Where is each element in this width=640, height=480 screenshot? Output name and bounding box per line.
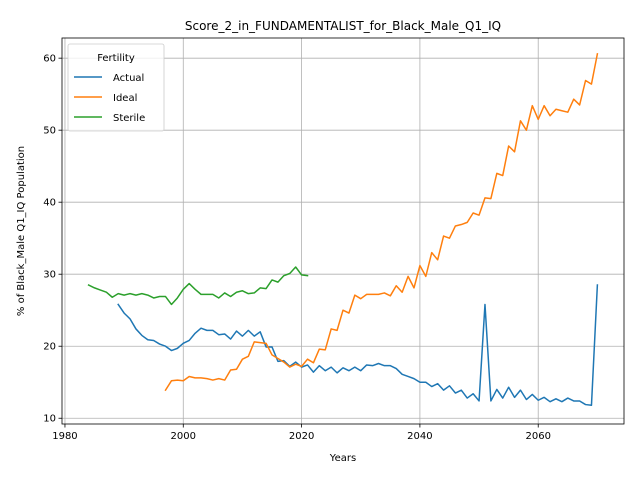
series-line-actual <box>117 284 599 407</box>
legend-label-ideal: Ideal <box>113 93 137 104</box>
y-axis-label: % of Black_Male Q1_IQ Population <box>16 146 27 316</box>
gridlines <box>62 38 624 424</box>
y-tick-label: 50 <box>43 126 56 137</box>
series-line-ideal <box>164 52 599 392</box>
x-tick-label: 2000 <box>171 431 196 442</box>
y-tick-label: 30 <box>43 270 56 281</box>
x-tick-label: 2020 <box>289 431 314 442</box>
legend: Fertility Actual Ideal Sterile <box>67 43 165 132</box>
legend-box <box>67 43 165 132</box>
series-lines <box>87 52 599 407</box>
legend-label-sterile: Sterile <box>113 113 145 124</box>
x-axis-label: Years <box>329 453 356 464</box>
x-tick-label: 2060 <box>525 431 550 442</box>
x-tick-label: 1980 <box>52 431 77 442</box>
y-tick-label: 10 <box>43 414 56 425</box>
plot-frame <box>61 37 625 425</box>
y-tick-label: 60 <box>43 54 56 65</box>
y-tick-label: 40 <box>43 198 56 209</box>
legend-label-actual: Actual <box>113 73 144 84</box>
legend-title: Fertility <box>97 53 135 64</box>
chart-title: Score_2_in_FUNDAMENTALIST_for_Black_Male… <box>185 19 501 33</box>
x-tick-label: 2040 <box>407 431 432 442</box>
legend-entries: Actual Ideal Sterile <box>74 73 145 124</box>
axis-ticks: 1980 2000 2020 2040 2060 10 20 30 40 50 60 <box>43 54 551 442</box>
y-tick-label: 20 <box>43 342 56 353</box>
series-line-sterile <box>87 266 309 306</box>
